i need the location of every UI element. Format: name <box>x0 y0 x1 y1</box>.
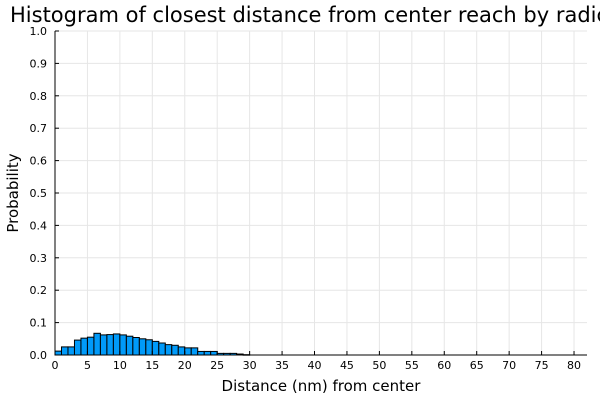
y-tick-label: 0.8 <box>30 90 48 103</box>
grid <box>54 30 587 356</box>
histogram-bar <box>177 346 186 356</box>
histogram-bar <box>210 350 218 356</box>
histogram-bar <box>171 344 179 356</box>
y-tick-label: 0.3 <box>30 252 48 265</box>
histogram-bar <box>93 332 101 356</box>
x-tick-label: 80 <box>567 359 581 372</box>
x-tick-label: 60 <box>437 359 451 372</box>
histogram-bar <box>138 338 147 356</box>
x-tick-label: 30 <box>243 359 257 372</box>
x-tick-label: 75 <box>535 359 549 372</box>
histogram-bar <box>106 334 114 356</box>
x-tick-label: 40 <box>308 359 322 372</box>
histogram-bar <box>145 339 153 356</box>
x-tick-label: 65 <box>470 359 484 372</box>
y-tick-label: 0.6 <box>30 155 48 168</box>
histogram-bar <box>190 347 199 356</box>
x-tick-label: 55 <box>405 359 419 372</box>
histogram-bar <box>86 336 95 356</box>
histogram-bar <box>164 344 173 356</box>
x-tick-label: 25 <box>210 359 224 372</box>
histogram-bar <box>158 342 166 356</box>
chart-title: Histogram of closest distance from cente… <box>10 3 600 27</box>
histogram-bar <box>125 335 134 356</box>
y-tick-label: 0.5 <box>30 187 48 200</box>
x-tick-label: 10 <box>113 359 127 372</box>
y-tick-label: 0.4 <box>30 219 48 232</box>
x-axis-label: Distance (nm) from center <box>222 377 422 395</box>
x-tick-label: 0 <box>52 359 59 372</box>
histogram-bar <box>99 334 108 356</box>
histogram-bar <box>184 347 192 356</box>
x-tick-label: 50 <box>372 359 386 372</box>
y-tick-label: 0.7 <box>30 122 48 135</box>
histogram-bar <box>112 333 121 356</box>
ticks: 0 5 10 15 20 25 30 35 40 45 50 55 60 65 70 75 80 0.0 0.1 0.… <box>30 25 582 372</box>
x-tick-label: 5 <box>84 359 91 372</box>
histogram-bar <box>203 350 212 356</box>
y-tick-label: 1.0 <box>30 25 48 38</box>
y-tick-label: 0.2 <box>30 284 48 297</box>
histogram-bar <box>151 340 160 356</box>
histogram-bar <box>54 350 62 356</box>
x-tick-label: 35 <box>275 359 289 372</box>
x-tick-label: 70 <box>502 359 516 372</box>
histogram-bar <box>119 334 127 356</box>
y-tick-label: 0.9 <box>30 57 48 70</box>
histogram-bar <box>60 346 69 356</box>
y-tick-label: 0.0 <box>30 349 48 362</box>
histogram-bar <box>132 337 140 356</box>
y-axis-label: Probability <box>4 153 22 232</box>
histogram-bar <box>80 337 88 356</box>
histogram-bar <box>73 339 82 356</box>
y-tick-label: 0.1 <box>30 317 48 330</box>
x-tick-label: 15 <box>145 359 159 372</box>
x-tick-label: 20 <box>178 359 192 372</box>
histogram-bar <box>197 350 205 356</box>
x-tick-label: 45 <box>340 359 354 372</box>
histogram-bar <box>67 346 75 356</box>
